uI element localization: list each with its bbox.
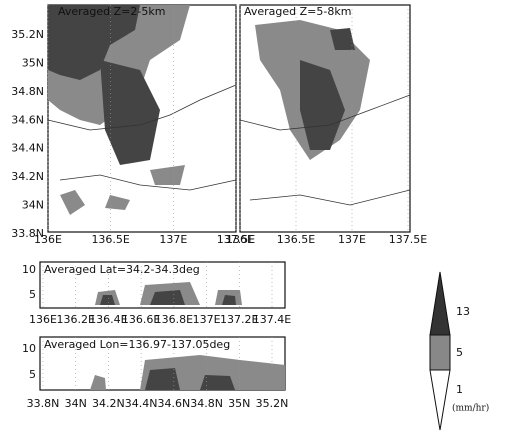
x-tick-label: 34.2N [92, 397, 125, 410]
x-tick-label: 136.5E [91, 233, 129, 246]
y-tick-label: 35.2N [11, 28, 44, 41]
colorbar-unit: (mm/hr) [452, 403, 489, 414]
x-tick-label: 136.5E [277, 233, 315, 246]
y-tick-label: 34.4N [11, 142, 44, 155]
y-tick-label: 34.2N [11, 170, 44, 183]
panel-title: Averaged Lat=34.2-34.3deg [44, 263, 200, 276]
figure: Averaged Z=2-5km Averaged Z=5-8km Averag… [0, 0, 505, 434]
x-tick-label: 137.4E [253, 313, 291, 326]
y-tick-label: 34N [22, 199, 44, 212]
panel-title: Averaged Z=5-8km [244, 5, 351, 18]
x-tick-label: 34.6N [157, 397, 190, 410]
y-tick-label: 10 [22, 263, 36, 276]
y-tick-label: 5 [29, 288, 36, 301]
x-tick-label: 137E [193, 313, 221, 326]
x-tick-label: 34.4N [125, 397, 158, 410]
y-tick-label: 34.8N [11, 85, 44, 98]
x-tick-label: 136E [29, 313, 57, 326]
x-tick-label: 137.5E [389, 233, 427, 246]
colorbar-high [430, 272, 450, 335]
y-tick-label: 5 [29, 368, 36, 381]
y-tick-label: 34.6N [11, 113, 44, 126]
x-tick-label: 33.8N [27, 397, 60, 410]
panel-title: Averaged Z=2-5km [58, 5, 165, 18]
y-tick-label: 33.8N [11, 227, 44, 240]
x-tick-label: 35.2N [256, 397, 289, 410]
x-tick-label: 137E [159, 233, 187, 246]
colorbar-mid [430, 335, 450, 370]
y-tick-label: 35N [22, 56, 44, 69]
y-tick-label: 10 [22, 342, 36, 355]
x-tick-label: 136E [226, 233, 254, 246]
colorbar-low [430, 370, 450, 430]
x-tick-label: 136.8E [155, 313, 193, 326]
x-tick-label: 35N [228, 397, 250, 410]
panel-title: Averaged Lon=136.97-137.05deg [44, 338, 230, 351]
x-tick-label: 34N [65, 397, 87, 410]
x-tick-label: 34.8N [190, 397, 223, 410]
colorbar-label: 1 [456, 383, 463, 396]
x-tick-label: 137E [338, 233, 366, 246]
colorbar-label: 5 [456, 346, 463, 359]
colorbar-label: 13 [456, 305, 470, 318]
